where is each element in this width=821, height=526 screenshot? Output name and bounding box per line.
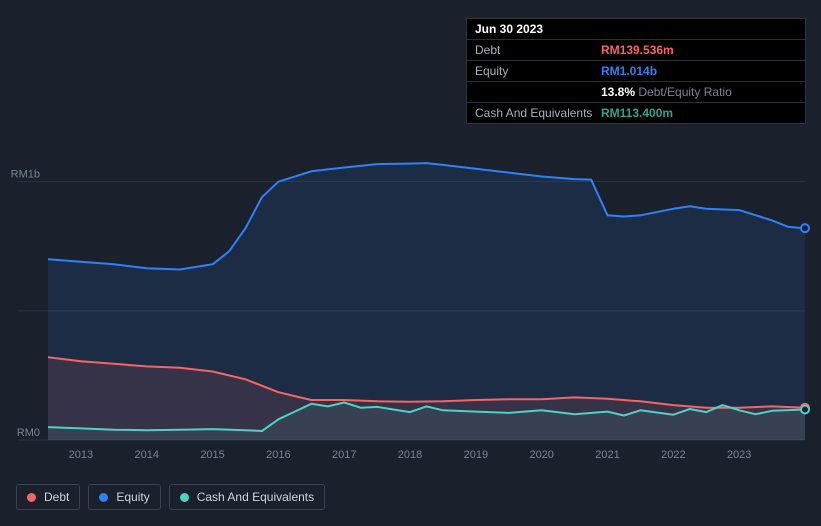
chart-legend: Debt Equity Cash And Equivalents: [16, 484, 325, 510]
x-tick-label: 2014: [134, 449, 158, 461]
legend-label: Debt: [44, 490, 69, 504]
x-tick-label: 2019: [464, 449, 488, 461]
tooltip-label: Cash And Equivalents: [475, 106, 601, 120]
equity-end-marker: [801, 224, 809, 232]
x-tick-label: 2023: [727, 449, 751, 461]
x-tick-label: 2015: [200, 449, 224, 461]
x-tick-label: 2018: [398, 449, 422, 461]
tooltip-row: Cash And EquivalentsRM113.400m: [467, 103, 805, 123]
tooltip-value: RM113.400m: [601, 106, 673, 120]
tooltip-value: RM139.536m: [601, 43, 674, 57]
legend-dot: [180, 493, 189, 502]
legend-item-equity[interactable]: Equity: [88, 484, 160, 510]
x-tick-label: 2016: [266, 449, 290, 461]
legend-item-cash-and-equivalents[interactable]: Cash And Equivalents: [169, 484, 325, 510]
debt-equity-chart: RM0 RM1b 2013 2014 2015 2016 2017 2018 2019 2020 2…: [0, 0, 821, 526]
tooltip-row: 13.8% Debt/Equity Ratio: [467, 82, 805, 103]
x-tick-label: 2022: [661, 449, 685, 461]
tooltip-value: 13.8% Debt/Equity Ratio: [601, 85, 732, 99]
y-tick-label: RM1b: [11, 169, 40, 181]
x-tick-label: 2021: [595, 449, 619, 461]
x-tick-label: 2020: [529, 449, 553, 461]
legend-item-debt[interactable]: Debt: [16, 484, 80, 510]
x-tick-label: 2013: [69, 449, 93, 461]
tooltip-value: RM1.014b: [601, 64, 657, 78]
legend-dot: [27, 493, 36, 502]
cash-end-marker: [801, 406, 809, 414]
x-tick-label: 2017: [332, 449, 356, 461]
tooltip-row: EquityRM1.014b: [467, 61, 805, 82]
tooltip-row: DebtRM139.536m: [467, 40, 805, 61]
chart-tooltip: Jun 30 2023 DebtRM139.536mEquityRM1.014b…: [466, 18, 806, 124]
y-tick-label: RM0: [17, 427, 40, 439]
tooltip-label: Equity: [475, 64, 601, 78]
legend-label: Cash And Equivalents: [197, 490, 314, 504]
tooltip-label: Debt: [475, 43, 601, 57]
tooltip-label: [475, 85, 601, 99]
legend-dot: [99, 493, 108, 502]
tooltip-date: Jun 30 2023: [475, 22, 543, 36]
legend-label: Equity: [116, 490, 149, 504]
